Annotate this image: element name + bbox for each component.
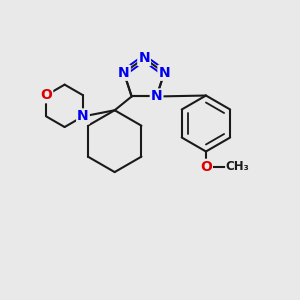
Text: O: O [40, 88, 52, 102]
Text: N: N [138, 51, 150, 65]
Text: N: N [158, 66, 170, 80]
Text: N: N [151, 89, 162, 103]
Text: N: N [118, 66, 130, 80]
Text: O: O [200, 160, 212, 174]
Text: CH₃: CH₃ [226, 160, 249, 173]
Text: N: N [77, 110, 89, 123]
